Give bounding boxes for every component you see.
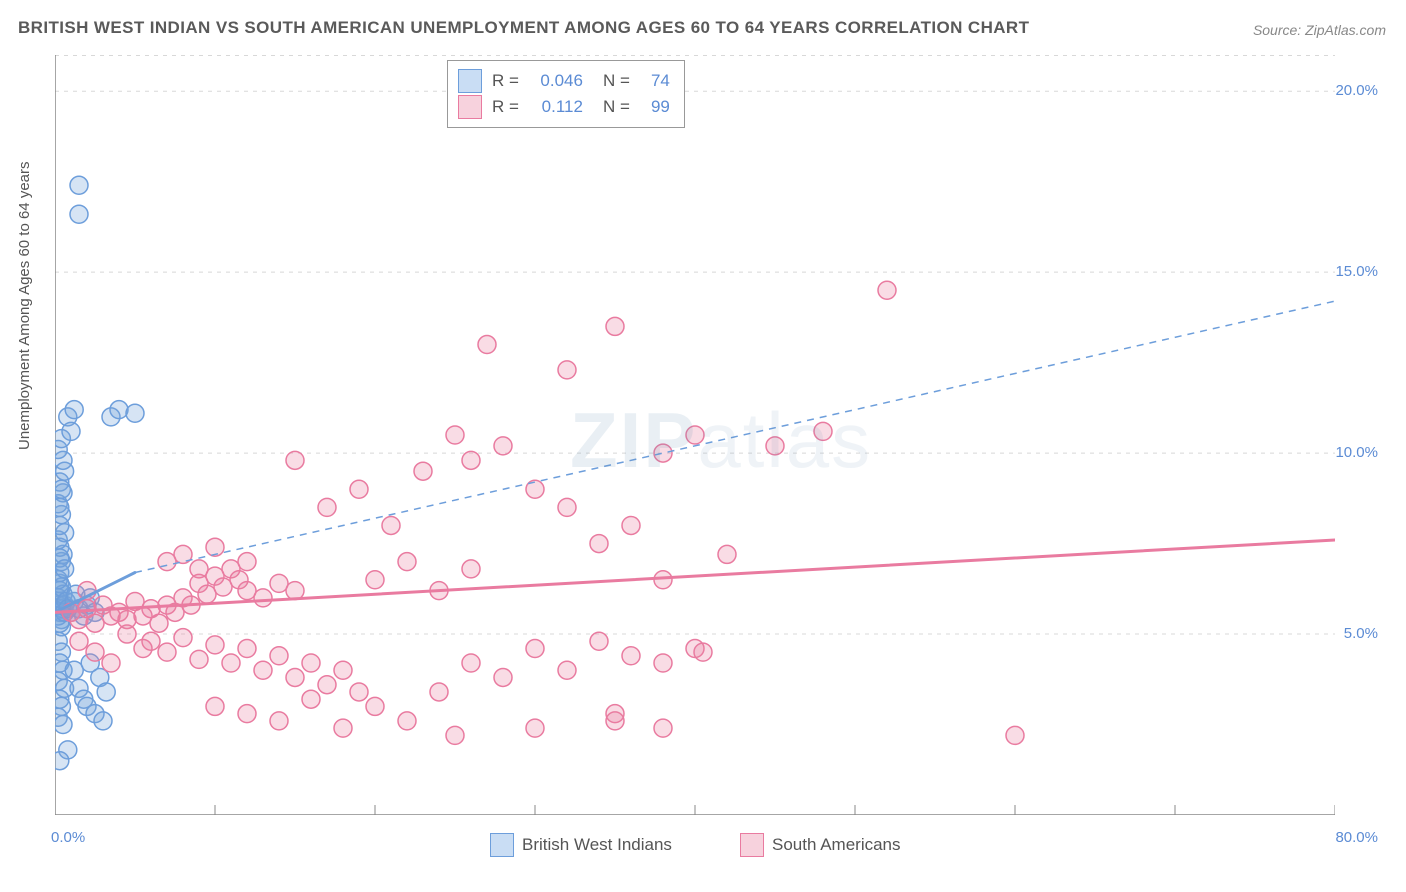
stats-r-label: R = [492,71,519,91]
x-tick-end: 80.0% [1335,829,1378,846]
correlation-stats-box: R = 0.046 N = 74 R = 0.112 N = 99 [447,60,685,128]
legend-item-sa: South Americans [740,833,901,857]
source-attribution: Source: ZipAtlas.com [1253,22,1386,38]
x-tick-start: 0.0% [51,829,85,846]
stats-n-value: 74 [640,71,670,91]
stats-r-value: 0.112 [529,97,583,117]
legend-item-bwi: British West Indians [490,833,672,857]
stats-r-value: 0.046 [529,71,583,91]
y-axis-label: Unemployment Among Ages 60 to 64 years [16,161,33,450]
y-tick-label: 10.0% [1335,444,1378,461]
y-tick-label: 20.0% [1335,82,1378,99]
y-tick-label: 15.0% [1335,263,1378,280]
scatter-plot [55,55,1335,815]
stats-r-label: R = [492,97,519,117]
stats-n-label: N = [603,97,630,117]
legend-swatch-bwi [490,833,514,857]
stats-row: R = 0.112 N = 99 [458,95,670,119]
stats-swatch [458,69,482,93]
legend-label-sa: South Americans [772,835,901,855]
legend-swatch-sa [740,833,764,857]
y-tick-label: 5.0% [1344,625,1378,642]
chart-title: BRITISH WEST INDIAN VS SOUTH AMERICAN UN… [18,18,1029,38]
stats-row: R = 0.046 N = 74 [458,69,670,93]
legend-label-bwi: British West Indians [522,835,672,855]
stats-n-label: N = [603,71,630,91]
stats-n-value: 99 [640,97,670,117]
stats-swatch [458,95,482,119]
